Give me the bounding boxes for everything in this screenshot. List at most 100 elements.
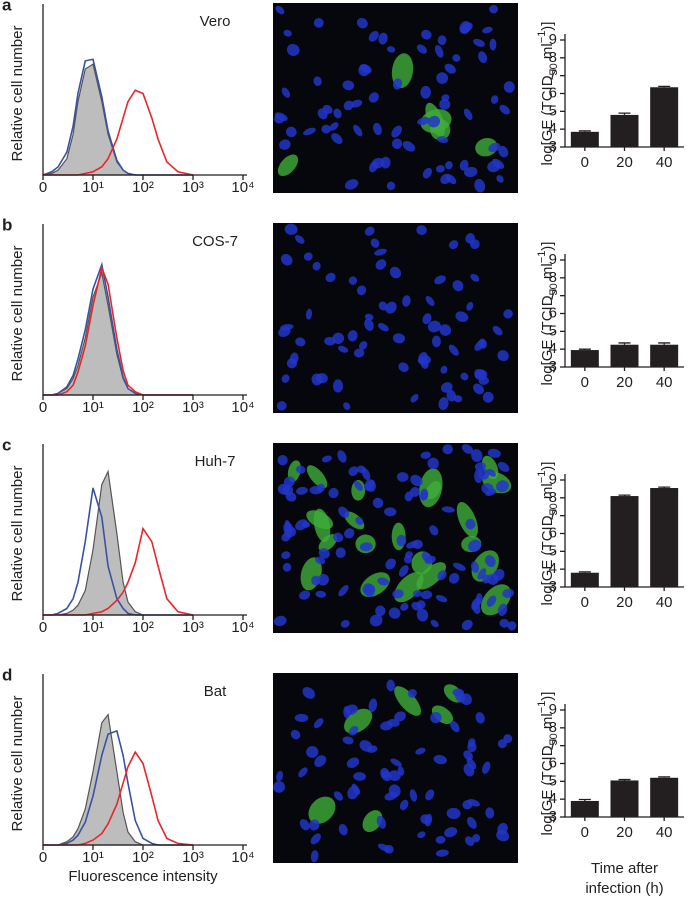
nucleus [435, 835, 446, 844]
x-tick-label: 0 [581, 154, 589, 171]
nucleus [463, 750, 473, 761]
nucleus [455, 311, 469, 322]
y-tick-label: 9 [549, 701, 557, 718]
nucleus [481, 483, 494, 495]
nucleus [467, 816, 477, 829]
y-axis-label-part: ml [539, 713, 556, 733]
y-axis-label: Relative cell number [9, 696, 26, 832]
nucleus [420, 491, 429, 501]
nucleus [353, 480, 363, 491]
y-axis-label: log[GE (TCID50 ml−1)] [536, 22, 560, 166]
nucleus [427, 115, 441, 128]
nucleus [440, 173, 451, 185]
nucleus [281, 87, 291, 98]
x-tick-label: 10¹ [82, 399, 104, 416]
bar [570, 350, 599, 367]
nucleus [377, 577, 389, 586]
nucleus [348, 466, 359, 477]
green-cell [416, 562, 446, 590]
nucleus [478, 468, 490, 480]
nucleus [444, 827, 458, 838]
y-tick-label: 3 [549, 138, 557, 155]
nucleus [317, 574, 329, 586]
nucleus [391, 138, 403, 150]
nucleus [372, 497, 384, 509]
nucleus [340, 619, 350, 628]
nucleus [392, 589, 404, 599]
nucleus [412, 590, 422, 597]
nucleus [310, 850, 319, 863]
nucleus [394, 711, 406, 722]
nucleus [385, 558, 396, 570]
nucleus [487, 448, 501, 458]
y-axis-label-part: )] [539, 462, 556, 471]
nucleus [434, 45, 444, 58]
y-axis-label-part: )] [539, 242, 556, 251]
nucleus [425, 295, 435, 307]
y-tick-label: 9 [549, 471, 557, 488]
bar [610, 114, 639, 147]
y-tick-label: 5 [549, 542, 557, 559]
nucleus [313, 76, 322, 87]
nucleus [370, 238, 380, 248]
nucleus [273, 781, 285, 793]
nucleus [386, 679, 395, 692]
nucleus [497, 350, 509, 362]
nucleus [468, 539, 482, 552]
nucleus [351, 783, 361, 795]
cell-line-label: Vero [200, 13, 231, 30]
nucleus [477, 568, 487, 580]
nucleus [488, 142, 501, 153]
nucleus [435, 849, 449, 857]
nucleus [499, 104, 510, 115]
nucleus [314, 755, 327, 768]
y-tick-label: 6 [549, 754, 557, 771]
nucleus [482, 574, 491, 584]
nucleus [359, 341, 368, 350]
nucleus [405, 551, 413, 559]
nucleus [378, 301, 388, 311]
micrograph-background [273, 673, 518, 863]
error-bar [658, 486, 671, 489]
nucleus [364, 318, 374, 331]
nucleus [410, 474, 423, 487]
nucleus [487, 468, 496, 477]
nucleus [315, 556, 326, 565]
bar [610, 780, 639, 817]
x-tick-label: 0 [39, 399, 47, 416]
nucleus [472, 834, 481, 843]
nucleus [386, 181, 396, 191]
nucleus [460, 372, 469, 381]
nucleus [303, 252, 313, 261]
nucleus [470, 561, 480, 573]
histogram-area [42, 63, 193, 176]
nucleus [275, 5, 285, 15]
histogram-line [42, 58, 193, 176]
nucleus [454, 689, 466, 703]
x-tick-label: 40 [656, 374, 673, 391]
nucleus [424, 813, 433, 827]
y-tick-label: 7 [549, 287, 557, 304]
nucleus [467, 741, 477, 753]
nucleus [496, 480, 509, 493]
nucleus [437, 35, 447, 46]
nucleus [398, 362, 409, 373]
nucleus [296, 486, 308, 495]
nucleus [416, 44, 427, 54]
nucleus [427, 320, 441, 333]
nucleus [436, 136, 449, 143]
y-tick-label: 5 [549, 102, 557, 119]
micrograph [273, 223, 518, 413]
nucleus [333, 108, 342, 119]
nucleus [417, 831, 426, 839]
nucleus [448, 344, 459, 356]
nucleus [317, 108, 328, 120]
y-axis-label: Relative cell number [9, 466, 26, 602]
nucleus [338, 506, 350, 518]
nucleus [460, 22, 473, 33]
nucleus [492, 158, 505, 169]
y-axis-label-part: −1 [536, 471, 548, 484]
y-axis-label-part: ml [539, 483, 556, 503]
y-tick-label: 5 [549, 772, 557, 789]
